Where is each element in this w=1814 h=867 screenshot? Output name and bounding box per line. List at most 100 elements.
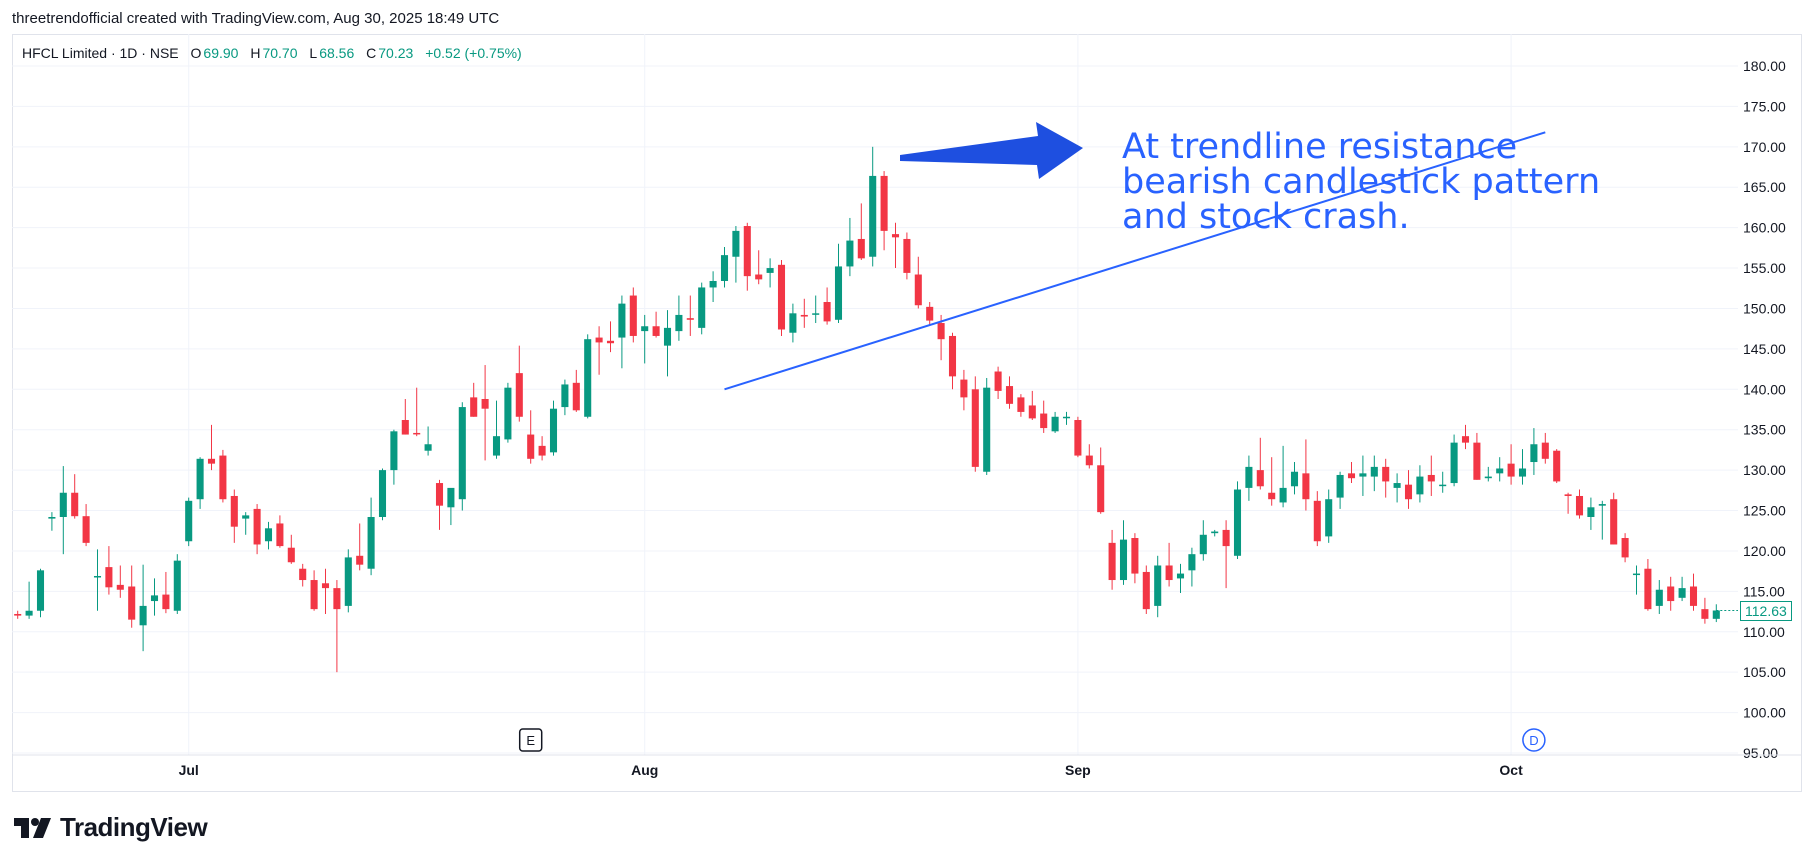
candle xyxy=(1701,597,1709,624)
candle-body xyxy=(800,314,808,317)
candle-body xyxy=(82,516,90,543)
candle xyxy=(789,303,797,343)
candle-body xyxy=(1655,589,1663,606)
candle xyxy=(116,565,124,598)
candle xyxy=(82,504,90,547)
candle xyxy=(1518,449,1527,485)
y-tick-label: 105.00 xyxy=(1743,664,1786,680)
candle-body xyxy=(549,408,558,453)
candle xyxy=(880,171,888,251)
candle-body xyxy=(219,455,227,500)
candle-body xyxy=(207,458,216,464)
candle-body xyxy=(629,295,637,336)
candle xyxy=(276,515,284,548)
last-price-tag: 112.63 xyxy=(1740,600,1792,621)
candle-body xyxy=(424,444,432,451)
candle-body xyxy=(1313,500,1321,542)
y-tick-label: 125.00 xyxy=(1743,503,1786,519)
candle xyxy=(1268,457,1276,506)
candle xyxy=(173,554,181,614)
candle xyxy=(1575,489,1584,519)
candle xyxy=(93,549,102,611)
candle xyxy=(1154,555,1162,618)
candle-body xyxy=(150,595,159,602)
candle xyxy=(1325,489,1333,543)
candle-body xyxy=(1222,529,1230,547)
candle xyxy=(207,424,216,471)
candle-body xyxy=(1279,487,1287,503)
candle-body xyxy=(1142,571,1150,610)
candle xyxy=(344,549,352,613)
candle xyxy=(595,326,603,375)
candle-body xyxy=(1154,565,1162,606)
candle xyxy=(492,400,501,459)
candle xyxy=(960,369,968,411)
candle xyxy=(675,295,683,341)
candle-body xyxy=(492,436,501,456)
candle-body xyxy=(1632,573,1641,576)
annotation-line-3: and stock crash. xyxy=(1122,197,1410,237)
candle xyxy=(390,429,398,485)
candle-body xyxy=(789,313,797,333)
candle-body xyxy=(766,268,774,273)
candle-body xyxy=(71,492,79,517)
legend-symbol[interactable]: HFCL Limited · 1D · NSE xyxy=(22,45,179,61)
candle-body xyxy=(743,226,751,277)
candle-body xyxy=(983,387,991,472)
candle-body xyxy=(1005,386,1014,404)
candle xyxy=(71,474,79,519)
y-tick-label: 95.00 xyxy=(1743,745,1778,761)
candle xyxy=(1199,520,1207,561)
candle-body xyxy=(1701,609,1709,619)
legend-open-value: 69.90 xyxy=(203,45,239,61)
candle-body xyxy=(1610,499,1618,545)
candle xyxy=(652,311,660,338)
candle xyxy=(48,512,56,531)
candle-body xyxy=(834,266,843,320)
candle xyxy=(1256,437,1264,490)
candle xyxy=(401,398,409,435)
candle xyxy=(1165,542,1173,587)
attribution-text: threetrendofficial created with TradingV… xyxy=(12,10,500,27)
candlestick-chart[interactable]: 95.00 100.00 105.00 110.00 115.00 120.00 125.0… xyxy=(0,0,1814,800)
candle xyxy=(185,497,193,547)
candle xyxy=(766,258,774,288)
candle-body xyxy=(310,580,318,610)
candle-body xyxy=(1416,476,1424,495)
candle xyxy=(926,302,934,325)
candle xyxy=(1074,416,1082,458)
candle xyxy=(743,222,751,291)
candle xyxy=(561,379,569,416)
y-tick-label: 115.00 xyxy=(1743,583,1785,599)
candle-body xyxy=(105,567,113,588)
candle-body xyxy=(356,555,364,565)
candle xyxy=(800,298,808,328)
candle-body xyxy=(1188,554,1196,571)
candle-body xyxy=(321,583,330,589)
candle-body xyxy=(663,327,672,346)
candle-body xyxy=(173,560,181,611)
candle xyxy=(869,146,877,267)
y-tick-label: 150.00 xyxy=(1743,300,1786,316)
candle xyxy=(846,217,854,277)
candle-body xyxy=(880,175,888,231)
candle xyxy=(413,387,421,437)
annotation-text[interactable]: At trendline resistance bearish candlest… xyxy=(1122,130,1600,235)
candle-body xyxy=(36,570,45,611)
legend-high-label: H xyxy=(250,45,261,61)
candle xyxy=(36,568,45,618)
candle-body xyxy=(1382,466,1390,482)
candle xyxy=(378,468,387,521)
tradingview-brand: TradingView xyxy=(60,812,208,842)
candle-body xyxy=(1450,442,1458,484)
chart-frame[interactable] xyxy=(12,34,1802,792)
candle xyxy=(572,369,580,412)
candle xyxy=(1530,428,1538,475)
candle-body xyxy=(1040,413,1048,429)
tradingview-logo[interactable]: TradingView xyxy=(14,812,208,843)
candle-body xyxy=(344,557,352,606)
candle-body xyxy=(504,387,512,440)
candle xyxy=(1404,470,1413,509)
annotation-arrow[interactable] xyxy=(900,122,1083,179)
candle-body xyxy=(1564,494,1572,496)
